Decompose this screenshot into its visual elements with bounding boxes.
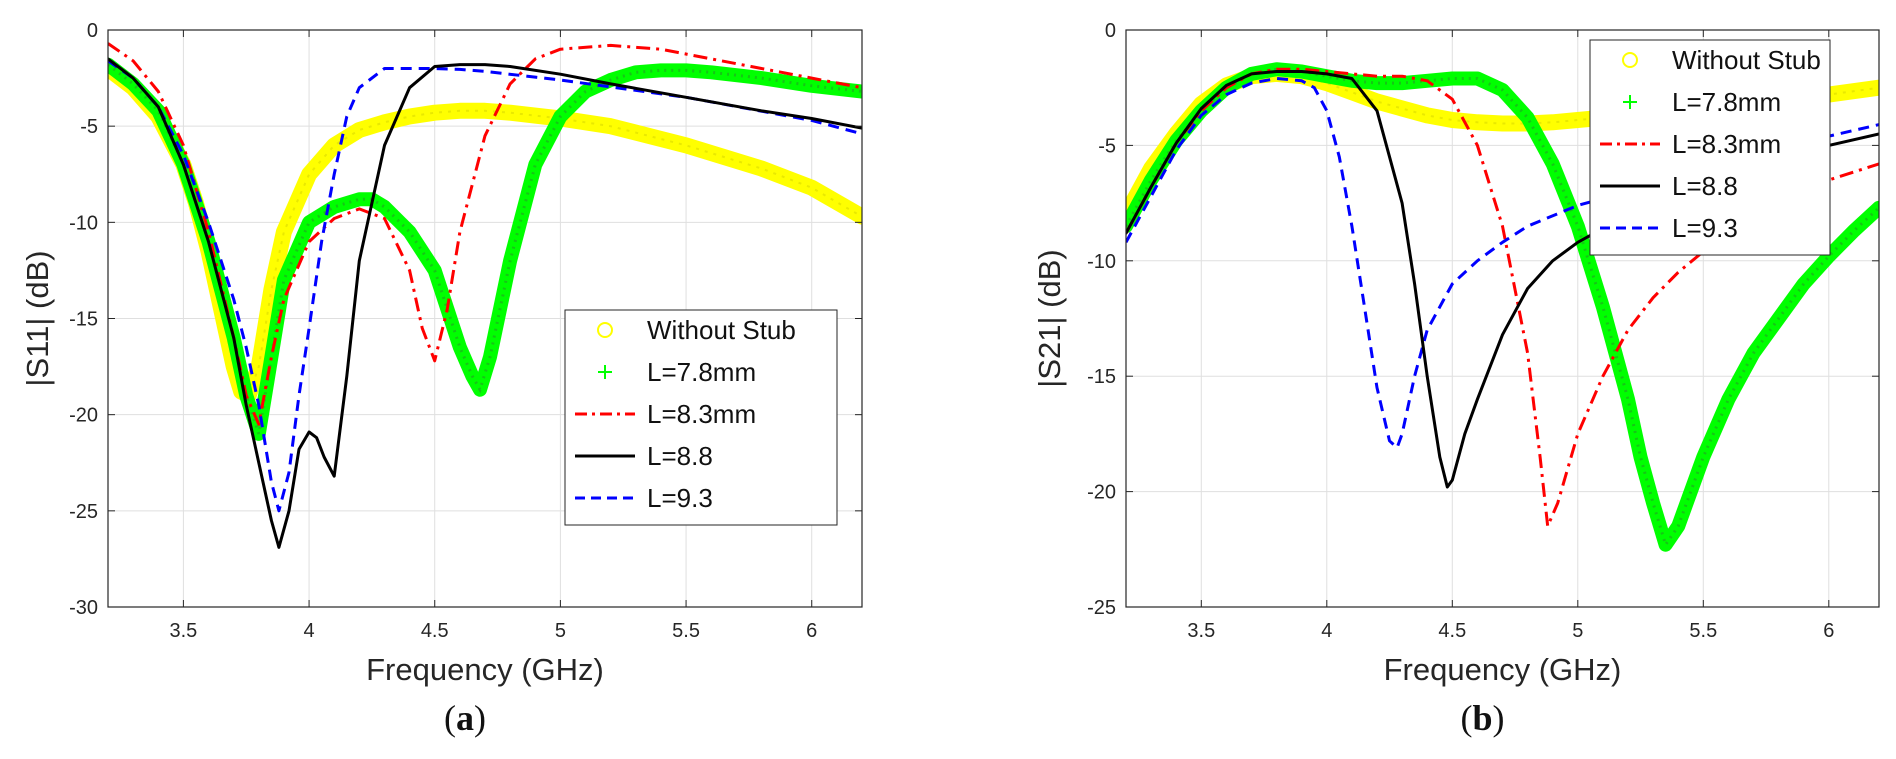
legend: Without Stub L=7.8mm L=8.3mm L=8.8 L=9.3 [564,309,838,526]
x-tick-label: 5 [555,620,566,642]
panel-caption: (b) [1460,698,1504,738]
legend: Without Stub L=7.8mm L=8.3mm L=8.8 L=9.3 [1589,39,1831,256]
series-line-l-8-8 [108,57,862,549]
x-tick-label: 5.5 [672,620,700,642]
y-tick-label: -5 [80,116,98,138]
chart-panel-b: 3.5 4 4.5 5 5.5 6 0 -5 -10 -15 -20 -25 Frequency (GH… [1032,20,1880,738]
x-tick-label: 4 [304,620,315,642]
y-tick-label: -15 [69,309,98,331]
x-tick-label: 3.5 [169,620,197,642]
axes-box [1125,29,1880,608]
x-tick-label: 4.5 [421,620,449,642]
series-group [108,42,862,549]
y-tick-label: -10 [1087,251,1116,273]
x-tick-label: 6 [806,620,817,642]
y-tick-label: -25 [1087,597,1116,619]
series-line-l-9-3 [108,59,862,513]
y-tick-label: -10 [69,212,98,234]
y-axis-label: |S21| (dB) [1032,249,1067,387]
y-tick-label: -30 [69,597,98,619]
panel-caption: (a) [444,698,486,738]
y-tick-label: -25 [69,501,98,523]
x-tick-label: 4.5 [1438,620,1466,642]
y-tick-label: -20 [1087,482,1116,504]
y-tick-label: -5 [1098,135,1116,157]
y-tick-label: -20 [69,405,98,427]
legend-label: L=9.3 [1672,213,1738,243]
x-tick-label: 3.5 [1187,620,1215,642]
legend-label: L=7.8mm [1672,87,1781,117]
legend-label: L=7.8mm [647,357,756,387]
x-tick-label: 4 [1321,620,1332,642]
legend-label: L=8.8 [1672,171,1738,201]
x-tick-label: 5.5 [1689,620,1717,642]
x-tick-label: 5 [1572,620,1583,642]
x-tick-label: 6 [1823,620,1834,642]
legend-label: Without Stub [647,315,796,345]
chart-panel-a: 3.5 4 4.5 5 5.5 6 0 -5 -10 -15 -20 -25 -30 Frequency … [20,20,863,738]
y-tick-label: 0 [87,20,98,42]
legend-label: L=8.8 [647,441,713,471]
x-axis-label: Frequency (GHz) [1384,652,1622,687]
legend-marker-circle [597,322,613,338]
legend-marker-circle [1622,52,1638,68]
y-tick-label: 0 [1105,20,1116,42]
legend-label: L=8.3mm [1672,129,1781,159]
legend-box [564,309,838,526]
series-marker-texture-without-stub [1126,72,1879,216]
legend-label: L=9.3 [647,483,713,513]
legend-label: L=8.3mm [647,399,756,429]
x-axis-label: Frequency (GHz) [366,652,604,687]
y-axis-label: |S11| (dB) [20,250,55,386]
legend-box [1589,39,1831,256]
legend-label: Without Stub [1672,45,1821,75]
y-tick-label: -15 [1087,366,1116,388]
